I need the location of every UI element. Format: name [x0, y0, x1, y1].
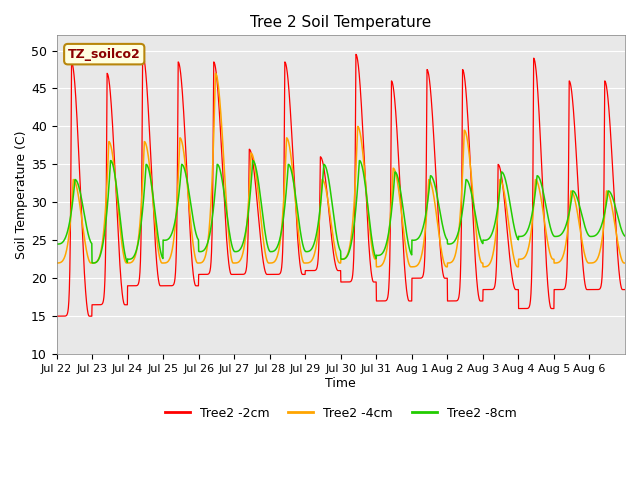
Tree2 -4cm — [375, 264, 383, 269]
Tree2 -4cm — [614, 237, 621, 243]
Tree2 -2cm — [621, 287, 629, 292]
Line: Tree2 -2cm: Tree2 -2cm — [56, 54, 625, 316]
Tree2 -8cm — [376, 252, 383, 258]
Tree2 -4cm — [513, 263, 520, 269]
Tree2 -2cm — [232, 272, 240, 277]
Tree2 -2cm — [614, 248, 621, 253]
Tree2 -8cm — [249, 158, 257, 164]
Text: TZ_soilco2: TZ_soilco2 — [68, 48, 141, 60]
Tree2 -8cm — [614, 212, 621, 218]
Tree2 -4cm — [212, 71, 220, 76]
Tree2 -2cm — [52, 313, 60, 319]
Tree2 -4cm — [621, 260, 629, 266]
Tree2 -8cm — [52, 241, 60, 247]
Tree2 -4cm — [443, 264, 451, 270]
Title: Tree 2 Soil Temperature: Tree 2 Soil Temperature — [250, 15, 431, 30]
Tree2 -4cm — [232, 260, 240, 266]
Tree2 -2cm — [513, 287, 520, 292]
Y-axis label: Soil Temperature (C): Soil Temperature (C) — [15, 131, 28, 259]
Tree2 -2cm — [352, 51, 360, 57]
Tree2 -4cm — [545, 244, 552, 250]
Tree2 -2cm — [376, 298, 383, 304]
X-axis label: Time: Time — [325, 377, 356, 390]
Legend: Tree2 -2cm, Tree2 -4cm, Tree2 -8cm: Tree2 -2cm, Tree2 -4cm, Tree2 -8cm — [160, 402, 522, 425]
Tree2 -8cm — [545, 216, 552, 222]
Line: Tree2 -8cm: Tree2 -8cm — [56, 161, 625, 263]
Tree2 -2cm — [86, 313, 93, 319]
Tree2 -8cm — [109, 165, 117, 170]
Tree2 -8cm — [621, 233, 629, 239]
Tree2 -4cm — [52, 260, 60, 266]
Line: Tree2 -4cm: Tree2 -4cm — [56, 73, 625, 267]
Tree2 -2cm — [109, 140, 117, 145]
Tree2 -8cm — [89, 260, 97, 266]
Tree2 -2cm — [545, 290, 552, 296]
Tree2 -8cm — [232, 249, 240, 254]
Tree2 -8cm — [513, 233, 520, 239]
Tree2 -4cm — [109, 157, 117, 163]
